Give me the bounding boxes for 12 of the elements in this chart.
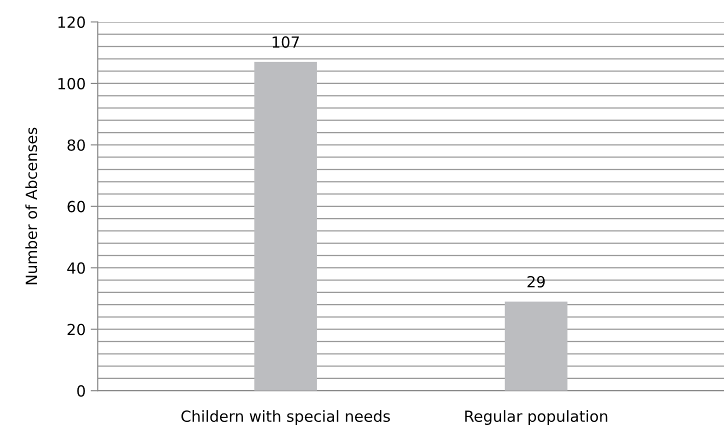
data-label: 107: [272, 36, 299, 48]
y-tick-label: 120: [58, 16, 85, 28]
data-label: 29: [528, 276, 545, 288]
y-tick-label: 20: [68, 324, 85, 336]
x-tick-label: Childern with special needs: [181, 410, 390, 425]
y-tick-label: 0: [77, 385, 85, 397]
y-tick-label: 80: [68, 139, 85, 151]
y-axis-title: Number of Abcenses: [25, 128, 38, 284]
y-tick-label: 60: [68, 200, 85, 212]
y-tick-label: 40: [67, 262, 85, 274]
x-tick-label: Regular population: [465, 410, 608, 425]
y-tick-label: 100: [58, 78, 85, 90]
